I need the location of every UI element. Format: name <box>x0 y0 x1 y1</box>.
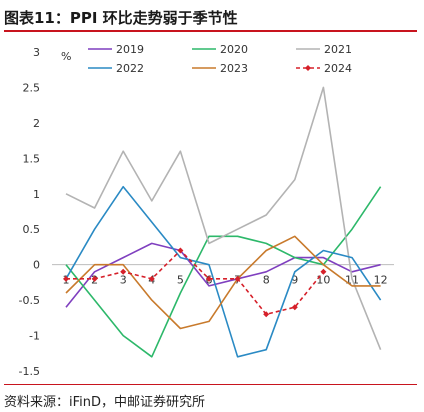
y-tick-label: 1 <box>33 188 40 201</box>
legend-marker-2024 <box>305 65 311 71</box>
data-point-2024 <box>320 268 327 275</box>
chart-title: 图表11：PPI 环比走势弱于季节性 <box>4 9 238 27</box>
data-point-2024 <box>206 275 212 282</box>
y-tick-label: -1 <box>29 330 40 343</box>
y-tick-label: 1.5 <box>23 152 41 165</box>
data-point-2024 <box>263 311 270 318</box>
y-tick-label: 2.5 <box>23 81 41 94</box>
legend-label-2019: 2019 <box>116 43 144 56</box>
legend-label-2023: 2023 <box>220 62 248 75</box>
y-tick-label: 0 <box>33 259 40 272</box>
legend-label-2022: 2022 <box>116 62 144 75</box>
series-line-2024 <box>66 249 325 316</box>
data-point-2024 <box>291 304 298 311</box>
source-divider <box>4 384 417 385</box>
y-tick-label: -1.5 <box>19 365 40 378</box>
series-line-2022 <box>65 185 382 358</box>
line-chart: 32.521.510.50-0.5-1-1.5%1234567891011122… <box>19 43 394 378</box>
x-tick-label: 9 <box>291 274 298 287</box>
data-point-2024 <box>63 275 69 282</box>
x-tick-label: 8 <box>263 274 270 287</box>
y-tick-label: 0.5 <box>23 223 41 236</box>
legend-label-2024: 2024 <box>324 62 352 75</box>
data-point-2024 <box>234 275 241 282</box>
title-divider <box>4 30 417 32</box>
y-tick-label: -0.5 <box>19 294 40 307</box>
x-tick-label: 10 <box>316 274 330 287</box>
data-point-2024 <box>177 247 184 254</box>
y-tick-label: 2 <box>33 117 40 130</box>
data-point-2024 <box>120 268 127 275</box>
title-bar: 图表11：PPI 环比走势弱于季节性 <box>0 0 424 30</box>
y-unit-label: % <box>61 50 71 63</box>
x-tick-label: 12 <box>374 274 388 287</box>
legend-label-2021: 2021 <box>324 43 352 56</box>
series-line-2021 <box>65 86 382 350</box>
series-line-2023 <box>65 235 381 330</box>
data-point-2024 <box>148 275 155 282</box>
data-point-2024 <box>91 275 98 282</box>
source-note: 资料来源：iFinD，中邮证券研究所 <box>4 395 206 410</box>
legend-label-2020: 2020 <box>220 43 248 56</box>
x-tick-label: 5 <box>177 274 184 287</box>
x-tick-label: 3 <box>120 274 127 287</box>
y-tick-label: 3 <box>33 46 40 59</box>
